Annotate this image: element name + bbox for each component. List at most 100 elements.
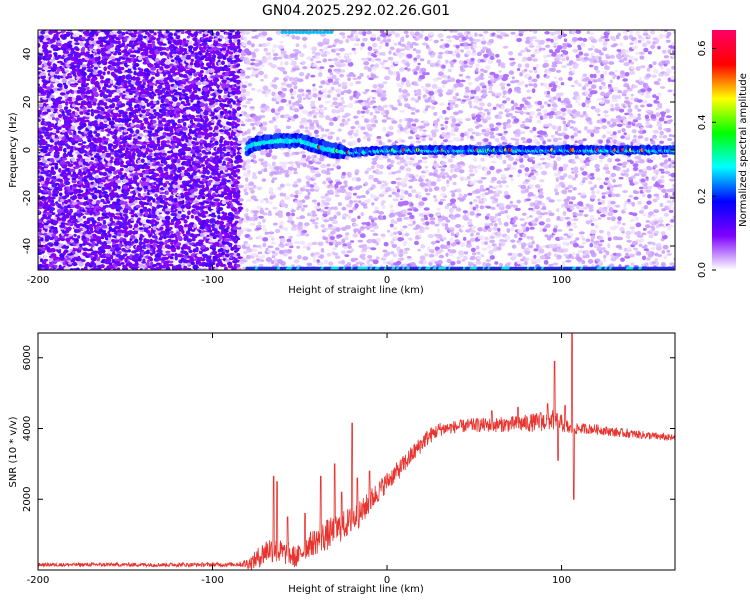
heatmap-cell xyxy=(69,93,74,97)
heatmap-cell xyxy=(284,61,289,66)
heatmap-cell xyxy=(102,209,107,214)
heatmap-cell xyxy=(246,50,252,56)
heatmap-cell xyxy=(138,149,142,155)
heatmap-cell xyxy=(218,220,225,226)
heatmap-cell xyxy=(107,93,112,98)
heatmap-cell xyxy=(235,168,241,173)
heatmap-cell xyxy=(144,239,151,242)
heatmap-cell xyxy=(112,134,118,140)
heatmap-cell xyxy=(204,155,208,159)
heatmap-cell xyxy=(232,151,236,157)
heatmap-cell xyxy=(88,176,95,181)
heatmap-cell xyxy=(125,31,129,35)
heatmap-cell xyxy=(213,66,219,71)
heatmap-cell xyxy=(207,46,212,50)
heatmap-cell xyxy=(145,31,150,35)
heatmap-cell xyxy=(246,40,252,45)
heatmap-cell xyxy=(262,225,266,228)
heatmap-cell xyxy=(258,67,262,71)
heatmap-cell xyxy=(312,255,317,259)
heatmap-cell xyxy=(236,118,241,123)
heatmap-cell xyxy=(225,164,231,168)
heatmap-cell xyxy=(217,59,221,63)
heatmap-cell xyxy=(263,167,268,173)
heatmap-cell xyxy=(197,169,201,172)
heatmap-cell xyxy=(38,123,42,128)
heatmap-cell xyxy=(92,149,98,152)
heatmap-cell xyxy=(41,260,47,265)
heatmap-cell xyxy=(80,64,87,68)
heatmap-cell xyxy=(246,229,252,232)
heatmap-cell xyxy=(54,264,58,268)
heatmap-cell xyxy=(266,42,271,47)
heatmap-cell xyxy=(270,241,276,245)
heatmap-cell xyxy=(222,224,226,228)
heatmap-cell xyxy=(102,179,106,183)
heatmap-cell xyxy=(288,235,294,240)
heatmap-cell xyxy=(233,45,237,49)
heatmap-cell xyxy=(90,95,95,99)
heatmap-cell xyxy=(200,174,206,179)
heatmap-cell xyxy=(112,109,119,114)
heatmap-cell xyxy=(63,233,70,237)
heatmap-cell xyxy=(97,86,101,90)
heatmap-cell xyxy=(63,88,69,92)
heatmap-cell xyxy=(267,89,272,93)
heatmap-cell xyxy=(91,76,98,81)
heatmap-cell xyxy=(72,171,77,175)
heatmap-cell xyxy=(314,157,320,162)
heatmap-cell xyxy=(88,130,93,135)
heatmap-cell xyxy=(59,237,66,242)
heatmap-cell xyxy=(40,237,44,242)
heatmap-cell xyxy=(301,60,306,65)
heatmap-cell xyxy=(38,235,41,239)
heatmap-cell xyxy=(215,106,222,111)
heatmap-cell xyxy=(292,224,298,228)
heatmap-cell xyxy=(87,134,94,138)
heatmap-cell xyxy=(228,175,233,179)
heatmap-cell xyxy=(144,77,149,81)
heatmap-cell xyxy=(169,256,174,260)
heatmap-cell xyxy=(111,258,116,264)
heatmap-cell xyxy=(131,37,137,41)
heatmap-cell xyxy=(51,116,56,121)
heatmap-cell xyxy=(305,89,311,93)
heatmap-cell xyxy=(225,173,232,177)
heatmap-cell xyxy=(85,163,90,167)
heatmap-cell xyxy=(297,78,304,83)
heatmap-cell xyxy=(274,228,281,234)
heatmap-cell xyxy=(236,164,241,168)
heatmap-cell xyxy=(264,94,268,98)
heatmap-cell xyxy=(105,34,113,38)
heatmap-cell xyxy=(69,208,73,214)
heatmap-cell xyxy=(131,54,137,58)
heatmap-cell xyxy=(49,71,55,76)
heatmap-cell xyxy=(54,235,59,241)
heatmap-cell xyxy=(218,35,224,38)
heatmap-cell xyxy=(237,176,241,180)
heatmap-cell xyxy=(180,166,186,171)
heatmap-cell xyxy=(312,83,316,87)
heatmap-cell xyxy=(294,35,301,40)
heatmap-cell xyxy=(114,150,119,153)
heatmap-cell xyxy=(142,206,148,210)
heatmap-cell xyxy=(218,95,222,99)
heatmap-cell xyxy=(247,82,253,87)
heatmap-cell xyxy=(214,258,220,262)
heatmap-cell xyxy=(91,151,98,155)
heatmap-cell xyxy=(286,83,293,88)
heatmap-cell xyxy=(79,41,84,47)
heatmap-cell xyxy=(93,35,98,40)
heatmap-cell xyxy=(261,178,267,182)
heatmap-cell xyxy=(95,80,99,84)
heatmap-cell xyxy=(175,55,180,58)
heatmap-cell xyxy=(43,201,49,205)
heatmap-cell xyxy=(85,78,91,82)
heatmap-cell xyxy=(170,157,174,161)
heatmap-cell xyxy=(190,156,194,162)
heatmap-cell xyxy=(93,264,97,270)
heatmap-cell xyxy=(47,246,51,251)
heatmap-cell xyxy=(233,109,237,114)
heatmap-cell xyxy=(43,131,50,135)
heatmap-cell xyxy=(297,104,303,107)
